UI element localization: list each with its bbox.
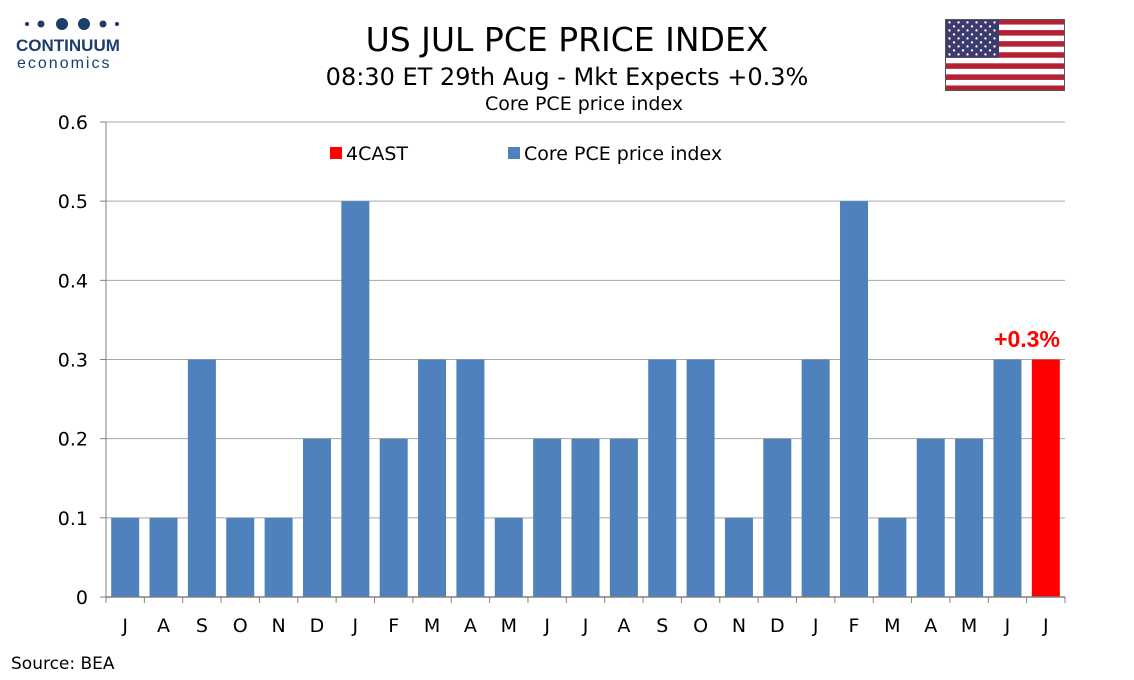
x-tick-label: F [849, 615, 860, 637]
chart-title: US JUL PCE PRICE INDEX [365, 20, 769, 59]
y-tick-label: 0.6 [58, 112, 88, 134]
x-tick-label: N [732, 615, 746, 637]
data-bar [111, 517, 140, 597]
y-tick-label: 0.5 [58, 191, 88, 213]
data-bar [916, 438, 945, 597]
data-bar [302, 438, 331, 597]
x-tick-label: J [352, 615, 359, 637]
data-bar [226, 517, 255, 597]
x-tick-label: S [656, 615, 668, 637]
x-tick-label: O [693, 615, 708, 637]
data-bar [609, 438, 638, 597]
data-bar [993, 359, 1022, 597]
data-bar [686, 359, 715, 597]
data-bar [763, 438, 792, 597]
y-axis-tick-labels: 0 0.1 0.2 0.3 0.4 0.5 0.6 [58, 112, 88, 609]
data-bar [456, 359, 485, 597]
data-bar [955, 438, 984, 597]
x-tick-label: A [464, 615, 477, 637]
data-bar [264, 517, 293, 597]
x-tick-label: M [961, 615, 977, 637]
x-tick-label: F [388, 615, 399, 637]
legend-swatch [330, 147, 342, 159]
us-flag-icon [945, 19, 1065, 91]
data-bar [724, 517, 753, 597]
y-tick-label: 0.2 [58, 429, 88, 451]
data-bar [840, 201, 869, 597]
data-bar [801, 359, 830, 597]
data-bar [341, 201, 370, 597]
legend-swatch [508, 147, 520, 159]
x-tick-label: A [157, 615, 170, 637]
bars [111, 201, 1060, 597]
data-bar [379, 438, 408, 597]
x-tick-label: A [617, 615, 630, 637]
y-tick-label: 0.1 [58, 508, 88, 530]
forecast-bar [1031, 359, 1060, 597]
x-tick-label: M [884, 615, 900, 637]
x-tick-label: J [812, 615, 819, 637]
axes [100, 121, 1066, 603]
x-tick-label: S [196, 615, 208, 637]
y-tick-label: 0.4 [58, 270, 88, 292]
x-tick-label: A [924, 615, 937, 637]
brand-name: CONTINUUM [16, 36, 120, 55]
x-tick-label: D [770, 615, 785, 637]
data-bar [571, 438, 600, 597]
logo-dots-icon [25, 18, 119, 30]
data-bar [418, 359, 447, 597]
x-tick-label: M [424, 615, 440, 637]
legend: 4CAST Core PCE price index [330, 143, 722, 165]
data-bar [149, 517, 178, 597]
x-tick-label: D [310, 615, 325, 637]
x-tick-label: O [233, 615, 248, 637]
x-tick-label: N [272, 615, 286, 637]
data-bar [187, 359, 216, 597]
x-tick-label: M [501, 615, 517, 637]
brand-logo: CONTINUUM economics [14, 14, 134, 76]
y-tick-label: 0.3 [58, 350, 88, 372]
x-tick-label: J [1004, 615, 1011, 637]
legend-label: 4CAST [346, 143, 408, 165]
y-tick-label: 0 [76, 587, 88, 609]
data-bar [878, 517, 907, 597]
forecast-annotation: +0.3% [994, 326, 1060, 352]
chart-series-label: Core PCE price index [484, 93, 684, 115]
legend-label: Core PCE price index [524, 143, 722, 165]
x-tick-label: J [1042, 615, 1049, 637]
x-tick-label: J [121, 615, 128, 637]
source-note: Source: BEA [11, 654, 115, 674]
brand-subtitle: economics [17, 55, 112, 72]
chart-subtitle: 08:30 ET 29th Aug - Mkt Expects +0.3% [325, 63, 809, 91]
data-bar [648, 359, 677, 597]
data-bar [533, 438, 562, 597]
data-bar [494, 517, 523, 597]
x-tick-label: J [582, 615, 589, 637]
x-tick-label: J [543, 615, 550, 637]
